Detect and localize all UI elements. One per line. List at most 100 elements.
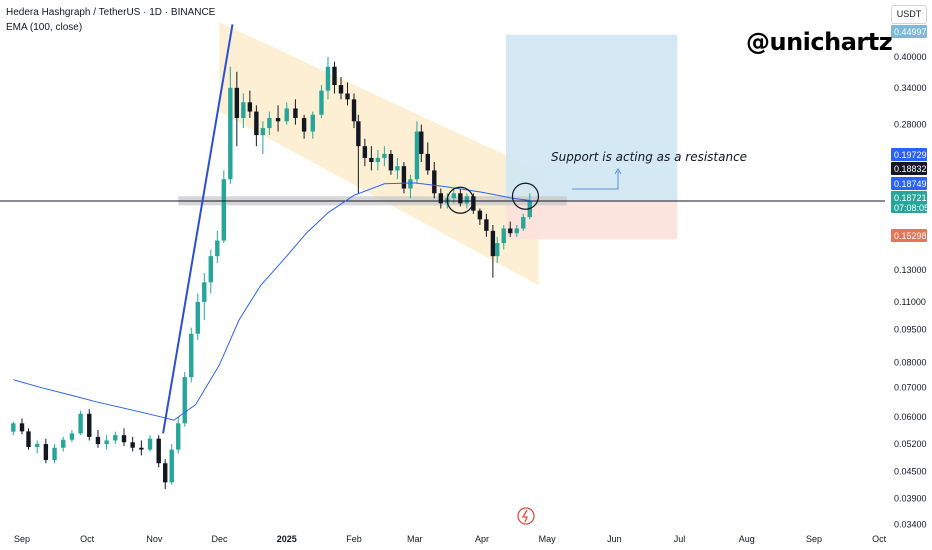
candle: [490, 224, 496, 278]
candle: [375, 149, 381, 171]
candle-body: [301, 118, 307, 132]
candle-body: [156, 438, 161, 464]
candle-body: [104, 440, 109, 445]
x-tick-label: 2025: [277, 534, 297, 544]
candle: [241, 93, 246, 129]
trendline: [162, 24, 234, 434]
x-tick-label: May: [539, 534, 557, 544]
badge-bg: [891, 229, 927, 242]
price-badges: 0.44997 0.19729 0.18832 0.18749 0.1872107:08…: [891, 25, 929, 242]
candle-body: [401, 166, 407, 189]
candle: [495, 236, 500, 264]
candle-body: [69, 433, 75, 440]
y-tick-label: 0.03400: [894, 520, 927, 530]
x-tick-label: Oct: [872, 534, 887, 544]
candle: [69, 429, 75, 443]
candle-body: [382, 153, 387, 158]
candle: [301, 114, 307, 139]
x-tick-label: Feb: [346, 534, 362, 544]
candle-body: [147, 438, 153, 450]
candle-body: [325, 66, 331, 91]
y-tick-label: 0.07000: [894, 383, 927, 393]
candle: [195, 293, 200, 340]
arrow-head: [614, 168, 622, 175]
candle: [43, 438, 49, 464]
candle-body: [267, 118, 272, 129]
badge-countdown: 07:08:05: [894, 203, 929, 213]
candle: [514, 224, 519, 237]
currency-button[interactable]: USDT: [891, 5, 927, 24]
author-watermark: @unichartz: [746, 28, 893, 56]
candle-body: [332, 66, 337, 86]
badge-bg: [891, 148, 927, 161]
y-tick-label: 0.28000: [894, 120, 927, 130]
candle-body: [87, 413, 92, 437]
candle: [458, 188, 463, 207]
annotation-text: Support is acting as a resistance: [551, 150, 748, 164]
y-tick-label: 0.04500: [894, 466, 927, 476]
highlight-circle: [511, 182, 540, 210]
candle: [121, 428, 127, 446]
descending-channel: [219, 22, 539, 286]
candle: [208, 249, 213, 294]
candle: [113, 431, 118, 445]
candle-body: [182, 377, 187, 424]
y-tick-label: 0.40000: [894, 52, 927, 62]
candle: [351, 93, 357, 129]
candle: [408, 174, 413, 199]
price-badge: 0.18832: [891, 162, 927, 175]
candle: [401, 161, 407, 194]
badge-bg: [891, 177, 927, 190]
indicator-label[interactable]: EMA (100, close): [6, 22, 83, 33]
candle: [147, 435, 153, 452]
candle: [78, 410, 83, 436]
badge-label: 0.19729: [894, 150, 927, 160]
candle-body: [293, 108, 298, 119]
candle-body: [11, 423, 16, 432]
candle-body: [19, 423, 25, 432]
candle-body: [284, 108, 289, 122]
candle-body: [52, 447, 57, 461]
candle: [130, 436, 135, 452]
candle-body: [414, 131, 420, 180]
badge-label: 0.44997: [894, 27, 927, 37]
candle: [11, 421, 16, 436]
candle-body: [139, 447, 144, 450]
y-tick-label: 0.34000: [894, 83, 927, 93]
badge-bg: [891, 25, 927, 38]
candle: [228, 66, 233, 184]
candles: [11, 57, 532, 490]
candle: [332, 61, 337, 94]
logo-ring: [517, 507, 535, 525]
candle: [254, 105, 259, 147]
candle: [419, 124, 424, 162]
candle-body: [484, 219, 489, 231]
target-zone: [505, 34, 678, 202]
candle-body: [247, 102, 253, 112]
candle-body: [477, 210, 483, 220]
candle: [425, 142, 430, 175]
candle: [484, 213, 489, 237]
candle-body: [228, 87, 233, 180]
annotation-arrow: [572, 171, 619, 190]
candle: [477, 208, 483, 225]
candle: [319, 85, 324, 119]
candle: [52, 444, 57, 464]
candle-body: [254, 111, 259, 136]
candle: [19, 418, 25, 435]
y-tick-label: 0.06000: [894, 412, 927, 422]
stop-zone: [505, 201, 678, 240]
candle: [104, 435, 109, 450]
candle-body: [419, 131, 424, 154]
candle: [293, 99, 298, 125]
x-tick-label: Sep: [806, 534, 822, 544]
candle-body: [113, 435, 118, 441]
candle-body: [395, 166, 400, 171]
candle: [189, 327, 194, 383]
candle: [345, 82, 350, 106]
candle-body: [338, 85, 344, 94]
price-badge: 0.15298: [891, 229, 927, 242]
candle: [156, 435, 161, 468]
